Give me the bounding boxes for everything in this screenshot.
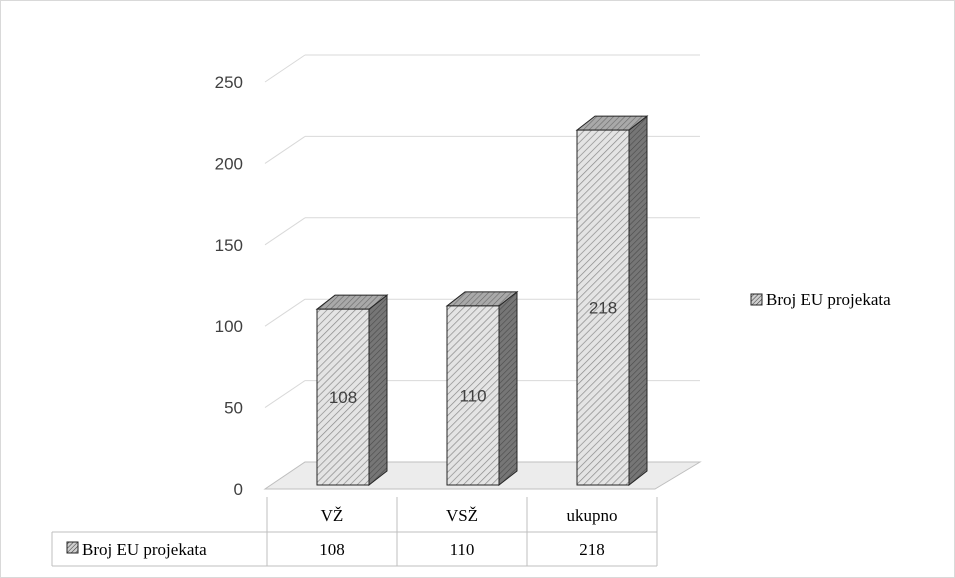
bar-side [368,294,388,487]
table-value-cell: 110 [450,540,475,559]
data-label: 218 [589,299,617,318]
gridline-side [264,54,306,83]
gridline-side [264,380,306,409]
y-tick-label: 50 [224,399,243,418]
bars: 108 110 218 [315,115,649,487]
bar-side [498,290,518,487]
y-tick-label: 150 [215,236,243,255]
bar-front [576,129,630,486]
gridline-side [264,298,306,327]
gridline-side [264,217,306,246]
x-category-label: VŽ [321,506,344,525]
y-tick-label: 100 [215,317,243,336]
bar-2: 218 [575,115,649,487]
data-table: VŽ VSŽ ukupno 108 110 218 Broj EU projekata [51,497,658,567]
bar-0: 108 [315,294,389,487]
gridline-side [264,135,306,164]
y-tick-label: 0 [234,480,243,499]
data-label: 108 [329,388,357,407]
bar-front [446,305,500,486]
y-tick-label: 250 [215,73,243,92]
bar-1: 110 [445,290,519,487]
bar-side [628,115,648,487]
legend-label: Broj EU projekata [766,290,891,309]
table-value-cell: 108 [319,540,345,559]
x-category-label: ukupno [567,506,618,525]
y-tick-label: 200 [215,154,243,173]
bar-front [316,308,370,486]
y-axis: 0 50 100 150 200 250 [215,73,243,499]
table-row-header: Broj EU projekata [82,540,207,559]
data-label: 110 [459,386,486,405]
table-value-cell: 218 [579,540,605,559]
x-category-label: VSŽ [446,506,478,525]
legend: Broj EU projekata [750,290,891,309]
table-legend-key [66,541,79,554]
legend-key [750,293,763,306]
